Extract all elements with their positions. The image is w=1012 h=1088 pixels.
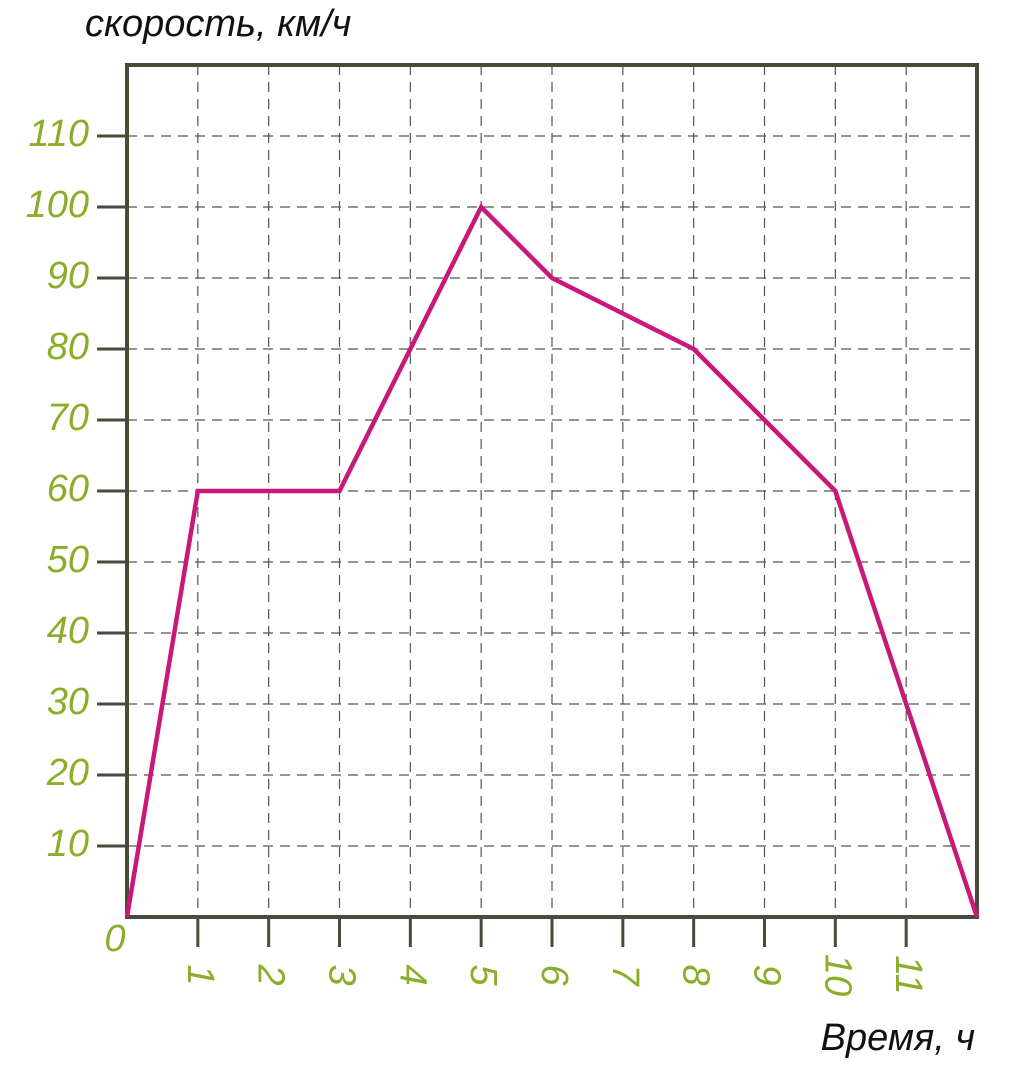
x-tick-label: 3	[320, 964, 362, 985]
x-tick-label: 0	[104, 918, 125, 960]
y-tick-label: 50	[47, 539, 89, 581]
x-tick-label: 7	[604, 964, 646, 987]
y-tick-label: 80	[47, 326, 89, 368]
x-tick-label: 6	[533, 964, 575, 986]
y-axis-title: скорость, км/ч	[85, 3, 351, 45]
x-tick-label: 9	[745, 964, 787, 985]
x-tick-label: 5	[462, 964, 504, 986]
y-tick-label: 20	[46, 752, 89, 794]
data-line	[124, 203, 980, 918]
y-tick-label: 60	[47, 468, 89, 510]
x-tick-label: 8	[675, 964, 717, 985]
y-tick-label: 110	[28, 113, 89, 155]
y-tick-label: 10	[47, 823, 89, 865]
x-tick-label: 1	[179, 964, 221, 985]
y-tick-label: 40	[47, 610, 89, 652]
x-axis-title: Время, ч	[821, 1017, 975, 1059]
x-tick-label: 2	[250, 963, 292, 985]
y-tick-label: 70	[47, 397, 89, 439]
x-tick-label: 4	[391, 964, 433, 985]
plot-frame	[125, 63, 979, 919]
y-tick-label: 90	[47, 255, 89, 297]
y-tick-label: 100	[26, 184, 89, 226]
x-tick-label: 11	[887, 955, 929, 994]
x-tick-label: 10	[816, 954, 858, 996]
y-tick-label: 30	[47, 681, 89, 723]
